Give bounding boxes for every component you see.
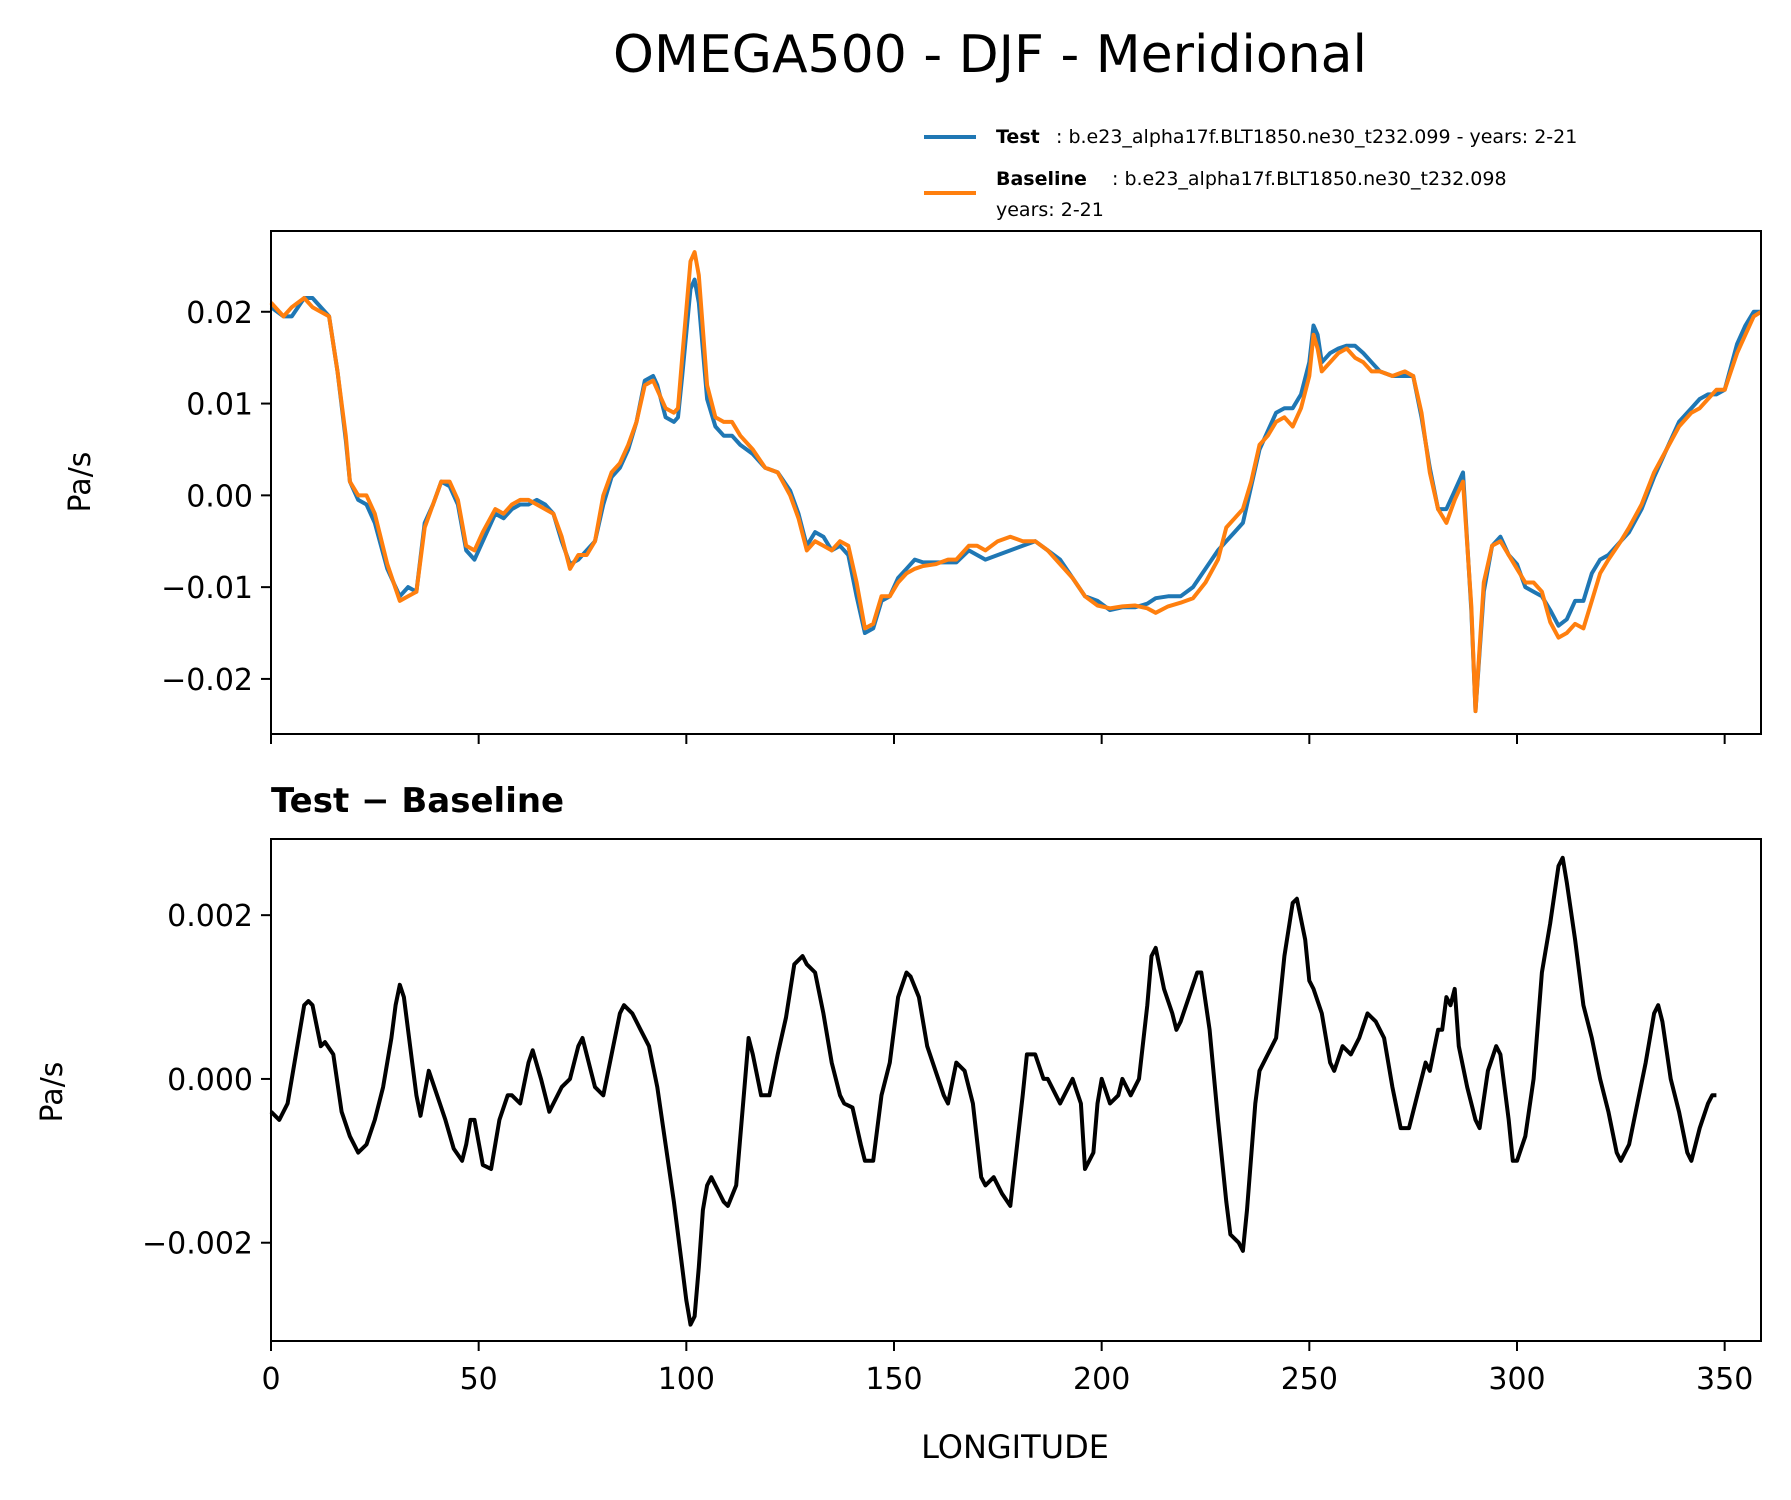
top-y-tick-label: −0.01 [161, 571, 253, 606]
legend: Test : b.e23_alpha17f.BLT1850.ne30_t232.… [924, 126, 1577, 221]
bottom-x-tick-label: 200 [1073, 1362, 1130, 1397]
bottom-y-tick-label: 0.000 [167, 1063, 253, 1098]
top-series [269, 250, 1763, 714]
legend-label-baseline-name: Baseline [996, 168, 1087, 190]
chart-title: OMEGA500 - DJF - Meridional [613, 25, 1367, 85]
bottom-x-tick-label: 250 [1281, 1362, 1338, 1397]
bottom-x-ticks: 0 50 100 150 200 250 300 350 [261, 1341, 1753, 1397]
top-y-ticks: −0.02 −0.01 0.00 0.01 0.02 [161, 296, 271, 698]
bottom-x-tick-label: 50 [460, 1362, 498, 1397]
top-plot-frame [270, 230, 1762, 735]
top-y-axis-label: Pa/s [63, 452, 98, 513]
bottom-x-tick-label: 100 [658, 1362, 715, 1397]
series-line-test [269, 277, 1761, 714]
legend-label-baseline-text2: years: 2-21 [996, 199, 1104, 221]
legend-label-test-text: : b.e23_alpha17f.BLT1850.ne30_t232.099 -… [1056, 126, 1577, 148]
bottom-x-tick-label: 150 [865, 1362, 922, 1397]
bottom-y-axis-label: Pa/s [35, 1062, 70, 1123]
bottom-series [269, 855, 1717, 1327]
bottom-x-tick-label: 300 [1488, 1362, 1545, 1397]
bottom-y-tick-label: −0.002 [142, 1227, 253, 1262]
bottom-x-tick-label: 350 [1696, 1362, 1753, 1397]
legend-label-baseline-text: : b.e23_alpha17f.BLT1850.ne30_t232.098 [1112, 168, 1507, 190]
bottom-plot-frame [270, 838, 1762, 1342]
series-line-test-baseline [269, 855, 1717, 1327]
bottom-y-tick-label: 0.002 [167, 899, 253, 934]
top-y-tick-label: 0.02 [186, 296, 253, 331]
bottom-y-ticks: −0.002 0.000 0.002 [142, 899, 271, 1262]
diff-title: Test − Baseline [271, 781, 564, 821]
legend-label-test-name: Test [996, 126, 1040, 148]
bottom-x-tick-label: 0 [261, 1362, 280, 1397]
top-y-tick-label: −0.02 [161, 663, 253, 698]
series-line-baseline [269, 250, 1763, 714]
top-y-tick-label: 0.01 [186, 388, 253, 423]
top-y-tick-label: 0.00 [186, 479, 253, 514]
x-axis-label: LONGITUDE [921, 1428, 1109, 1466]
top-x-ticks [270, 734, 1726, 744]
bottom-panel: −0.002 0.000 0.002 0 50 100 150 200 250 300 350 P… [35, 838, 1762, 1466]
top-panel: −0.02 −0.01 0.00 0.01 0.02 Pa/s [63, 230, 1763, 744]
